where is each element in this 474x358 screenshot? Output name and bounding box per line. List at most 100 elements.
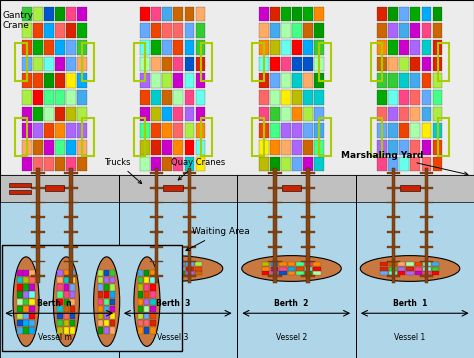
Bar xyxy=(184,40,194,55)
Bar xyxy=(392,168,395,283)
Bar xyxy=(110,327,115,334)
Bar xyxy=(186,266,194,271)
Bar xyxy=(23,327,28,334)
Bar xyxy=(173,156,183,171)
Bar xyxy=(66,57,76,71)
Ellipse shape xyxy=(5,256,104,281)
Ellipse shape xyxy=(53,257,79,347)
Bar xyxy=(98,306,103,312)
Bar xyxy=(314,57,324,71)
Bar xyxy=(270,123,280,138)
Text: Vessel 2: Vessel 2 xyxy=(276,333,307,342)
Bar xyxy=(270,156,280,171)
Bar xyxy=(110,306,115,312)
Bar xyxy=(44,123,54,138)
Bar xyxy=(377,57,387,71)
Bar xyxy=(66,23,76,38)
Bar xyxy=(25,266,33,271)
Bar xyxy=(33,123,43,138)
Bar xyxy=(314,156,324,171)
Bar xyxy=(292,57,301,71)
Bar xyxy=(22,90,31,105)
Bar xyxy=(421,23,431,38)
Bar xyxy=(410,73,420,88)
Bar xyxy=(381,266,388,271)
Bar xyxy=(433,23,442,38)
Bar xyxy=(33,73,43,88)
Bar xyxy=(163,156,172,171)
Bar xyxy=(196,23,205,38)
Bar xyxy=(77,90,87,105)
Bar xyxy=(173,107,183,121)
Bar xyxy=(31,246,45,248)
Bar xyxy=(98,299,103,305)
Bar xyxy=(410,57,420,71)
Bar xyxy=(59,266,67,271)
Bar xyxy=(29,277,35,284)
Text: Berth  2: Berth 2 xyxy=(274,299,309,308)
Bar xyxy=(64,246,78,248)
Bar xyxy=(387,172,400,174)
Bar xyxy=(104,306,109,312)
Bar xyxy=(259,107,268,121)
Bar xyxy=(150,187,163,189)
Bar xyxy=(77,57,87,71)
Bar xyxy=(33,40,43,55)
Ellipse shape xyxy=(94,257,119,347)
Bar xyxy=(70,306,75,312)
Bar xyxy=(184,140,194,155)
Bar xyxy=(55,23,64,38)
Text: Gantry
Crane: Gantry Crane xyxy=(2,11,33,30)
Bar xyxy=(151,140,161,155)
Bar xyxy=(303,23,313,38)
Bar xyxy=(140,7,150,21)
Bar xyxy=(259,90,268,105)
Bar xyxy=(150,270,155,276)
Bar xyxy=(433,90,442,105)
Bar xyxy=(140,73,150,88)
Bar xyxy=(388,73,398,88)
Bar xyxy=(144,313,149,319)
Text: Berth  3: Berth 3 xyxy=(156,299,190,308)
Text: Vessel m: Vessel m xyxy=(37,333,72,342)
Bar xyxy=(140,57,150,71)
Bar xyxy=(415,271,422,275)
Bar xyxy=(314,107,324,121)
Bar xyxy=(70,299,75,305)
Bar xyxy=(421,57,431,71)
Bar xyxy=(64,306,69,312)
Bar xyxy=(433,7,442,21)
Bar xyxy=(23,277,28,284)
Bar xyxy=(262,266,270,271)
Bar xyxy=(17,284,23,291)
Bar xyxy=(57,270,63,276)
Bar xyxy=(387,246,400,248)
Bar xyxy=(64,202,78,203)
Bar xyxy=(23,291,28,298)
Bar xyxy=(144,262,151,266)
Bar xyxy=(432,262,439,266)
Bar xyxy=(432,271,439,275)
Bar xyxy=(292,140,301,155)
Bar xyxy=(196,140,205,155)
Bar xyxy=(420,231,433,233)
Bar xyxy=(292,156,301,171)
Bar xyxy=(66,156,76,171)
Bar xyxy=(17,291,23,298)
Bar xyxy=(388,7,398,21)
Bar xyxy=(138,270,144,276)
Bar xyxy=(296,262,304,266)
Bar xyxy=(195,262,202,266)
Bar xyxy=(301,202,315,203)
Bar xyxy=(389,271,397,275)
Bar xyxy=(259,23,268,38)
Bar xyxy=(23,313,28,319)
Ellipse shape xyxy=(134,257,160,347)
Bar xyxy=(22,7,31,21)
Bar xyxy=(178,271,185,275)
Bar xyxy=(150,313,155,319)
Bar xyxy=(388,107,398,121)
Bar xyxy=(281,57,291,71)
Bar xyxy=(110,313,115,319)
Bar xyxy=(77,107,87,121)
